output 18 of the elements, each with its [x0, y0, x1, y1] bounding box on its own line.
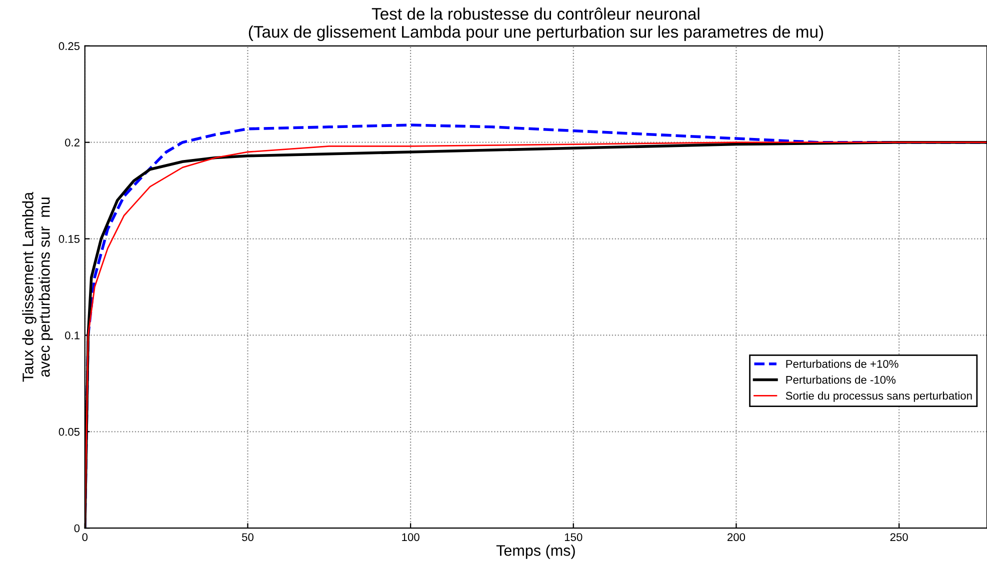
x-axis-title: Temps (ms)	[496, 544, 575, 559]
y-tick-label: 0.15	[58, 235, 80, 243]
y-tick-label: 0	[74, 524, 80, 532]
legend-label: Perturbations de -10%	[786, 376, 896, 384]
y-tick-label: 0.25	[58, 42, 80, 50]
y-tick-label: 0.05	[58, 428, 80, 436]
y-axis-title: Taux de glissement Lambda avec perturbations sur mu	[22, 192, 53, 382]
x-tick-label: 100	[402, 533, 420, 542]
x-tick-label: 200	[728, 533, 746, 542]
chart-title: Test de la robustesse du contrôleur neuronal (Taux de glissement Lambda pour une perturbation sur les parametres de mu)	[248, 8, 824, 42]
y-tick-label: 0.1	[65, 331, 80, 340]
x-tick-label: 50	[242, 533, 254, 542]
x-tick-label: 250	[890, 533, 908, 542]
legend-label: Perturbations de +10%	[786, 360, 898, 368]
x-tick-label: 0	[82, 533, 88, 542]
x-tick-label: 150	[564, 533, 582, 542]
y-tick-label: 0.2	[65, 138, 80, 146]
legend-label: Sortie du processus sans perturbation	[786, 392, 972, 402]
